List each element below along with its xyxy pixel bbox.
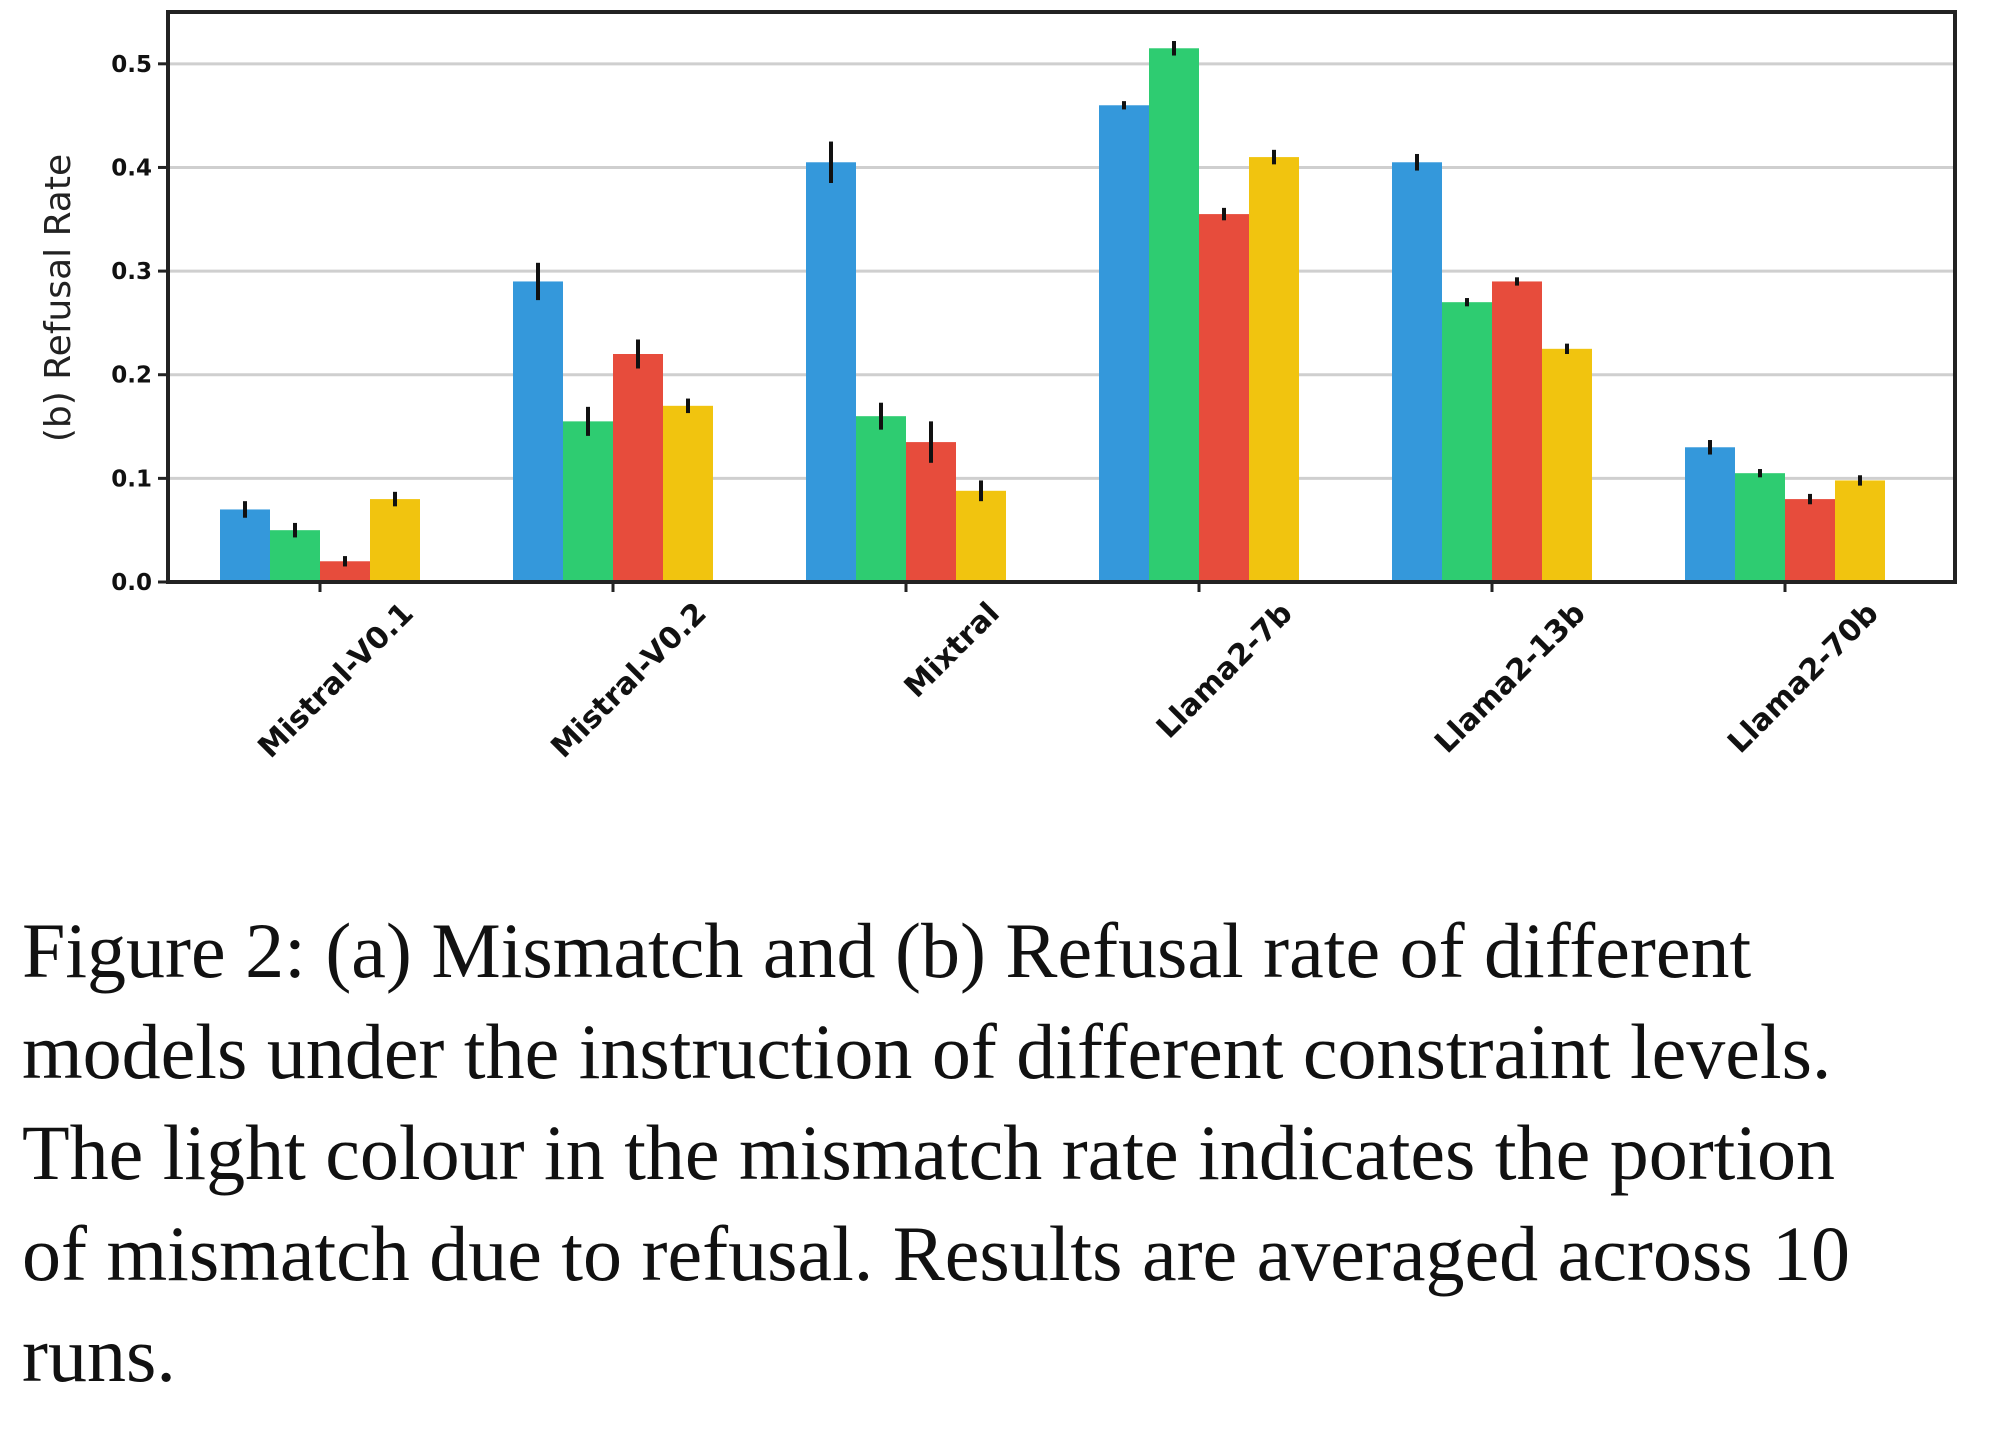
y-tick-label: 0.1 <box>111 466 152 492</box>
bar <box>1149 48 1199 583</box>
y-axis-ticks: 0.0 0.1 0.2 0.3 0.4 0.5 <box>111 52 168 596</box>
y-tick-label: 0.2 <box>111 363 152 389</box>
x-tick-label: Llama2-7b <box>1150 596 1300 746</box>
refusal-rate-chart: 0.00.10.20.30.40.5 Mistral-V0.1 Mistral-V… <box>38 10 1957 765</box>
plot-frame <box>166 10 1957 584</box>
bar <box>370 499 420 582</box>
bar <box>1542 348 1592 582</box>
bar <box>906 442 956 582</box>
bars <box>220 48 1885 583</box>
x-tick-label: Mixtral <box>898 596 1007 705</box>
y-tick-label: 0.3 <box>111 259 152 285</box>
bar <box>1442 302 1492 582</box>
bar <box>1685 447 1735 582</box>
bar <box>1099 105 1149 582</box>
bar <box>1249 157 1299 582</box>
x-tick-label: Llama2-70b <box>1721 596 1886 761</box>
x-axis-ticks: Mistral-V0.1 Mistral-V0.2 Mixtral Llama2-7b… <box>251 582 1886 765</box>
error-bars <box>243 41 1862 567</box>
figure-caption: Figure 2: (a) Mismatch and (b) Refusal r… <box>22 907 1851 1398</box>
bar <box>856 416 906 582</box>
x-tick-label: Mistral-V0.2 <box>544 596 713 765</box>
x-tick-label: Llama2-13b <box>1428 596 1593 761</box>
bar <box>1735 473 1785 582</box>
bar <box>220 509 270 582</box>
bar <box>1492 281 1542 582</box>
bar <box>270 530 320 582</box>
bar <box>1835 480 1885 582</box>
bar <box>806 162 856 583</box>
y-tick-label: 0.5 <box>111 52 152 78</box>
bar <box>1785 499 1835 582</box>
x-tick-label: Mistral-V0.1 <box>251 596 420 765</box>
bar <box>1392 162 1442 583</box>
y-axis-label: (b) Refusal Rate <box>38 154 79 442</box>
bar <box>663 405 713 582</box>
bar <box>1199 214 1249 582</box>
y-tick-label: 0.4 <box>111 155 152 181</box>
bar <box>956 490 1006 582</box>
bar <box>613 354 663 582</box>
bar <box>513 281 563 582</box>
bar <box>563 421 613 582</box>
bar <box>320 561 370 582</box>
y-tick-label: 0.0 <box>111 570 152 596</box>
